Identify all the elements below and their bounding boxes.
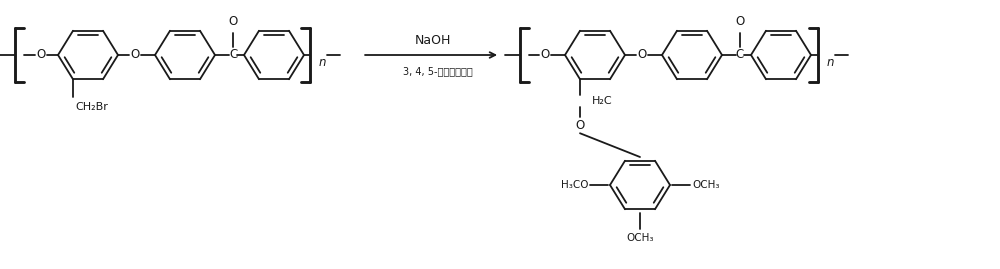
Text: NaOH: NaOH — [414, 34, 451, 47]
Text: C: C — [736, 48, 744, 62]
Text: CH₂Br: CH₂Br — [75, 102, 108, 112]
Text: O: O — [36, 48, 46, 62]
Text: O: O — [130, 48, 140, 62]
Text: H₂C: H₂C — [592, 96, 613, 106]
Text: O: O — [228, 15, 238, 28]
Text: n: n — [827, 56, 834, 69]
Text: OCH₃: OCH₃ — [626, 233, 654, 243]
Text: C: C — [229, 48, 237, 62]
Text: O: O — [575, 119, 585, 132]
Text: O: O — [735, 15, 745, 28]
Text: OCH₃: OCH₃ — [692, 180, 720, 190]
Text: H₃CO: H₃CO — [560, 180, 588, 190]
Text: 3, 4, 5-三甲氧基苯酚: 3, 4, 5-三甲氧基苯酚 — [403, 66, 472, 76]
Text: n: n — [319, 56, 326, 69]
Text: O: O — [540, 48, 550, 62]
Text: O: O — [637, 48, 647, 62]
